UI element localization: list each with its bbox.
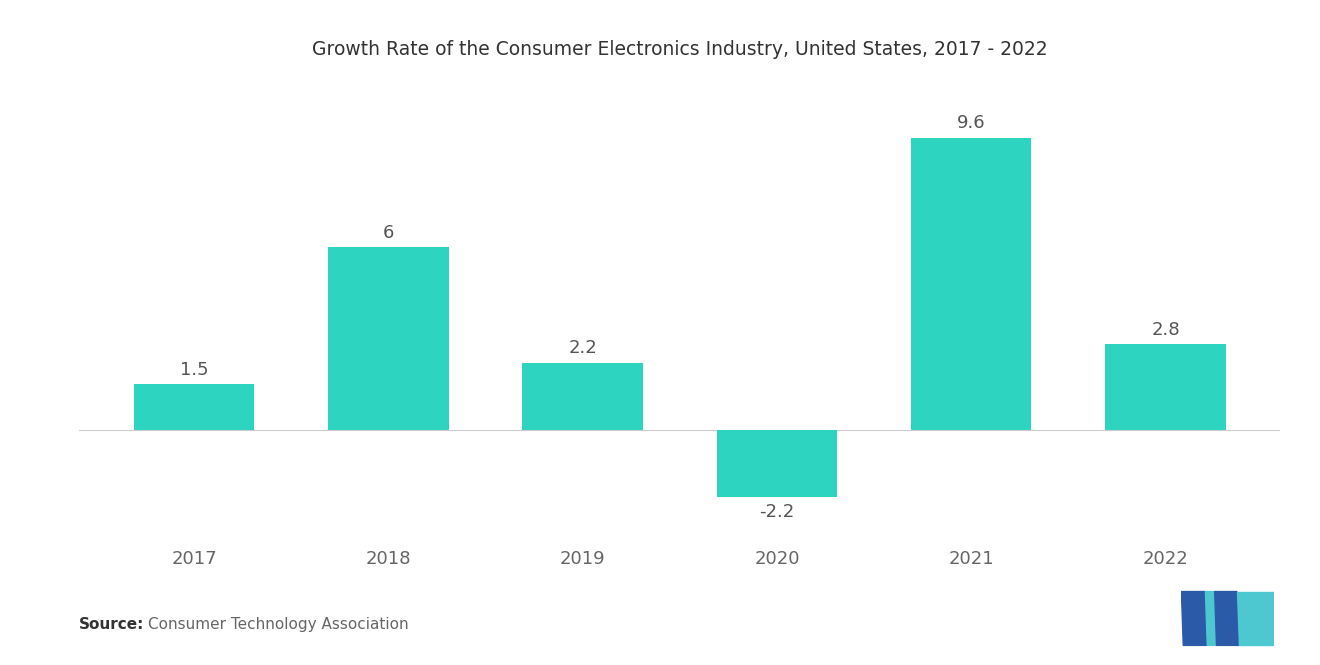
Text: 2.8: 2.8 <box>1151 321 1180 339</box>
Text: 1.5: 1.5 <box>180 360 209 378</box>
Bar <box>1105 344 1226 430</box>
Text: Consumer Technology Association: Consumer Technology Association <box>148 616 408 632</box>
Text: 6: 6 <box>383 223 395 241</box>
Title: Growth Rate of the Consumer Electronics Industry, United States, 2017 - 2022: Growth Rate of the Consumer Electronics … <box>312 40 1048 59</box>
Polygon shape <box>1237 592 1274 645</box>
Bar <box>523 362 643 430</box>
Polygon shape <box>1214 592 1238 645</box>
Text: -2.2: -2.2 <box>759 503 795 521</box>
Text: Source:: Source: <box>79 616 145 632</box>
Bar <box>911 138 1031 430</box>
Text: 2.2: 2.2 <box>569 339 597 357</box>
Bar <box>329 247 449 430</box>
Text: 9.6: 9.6 <box>957 114 986 132</box>
Bar <box>717 430 837 497</box>
Polygon shape <box>1181 592 1208 645</box>
Bar <box>133 384 255 430</box>
Polygon shape <box>1205 592 1217 645</box>
